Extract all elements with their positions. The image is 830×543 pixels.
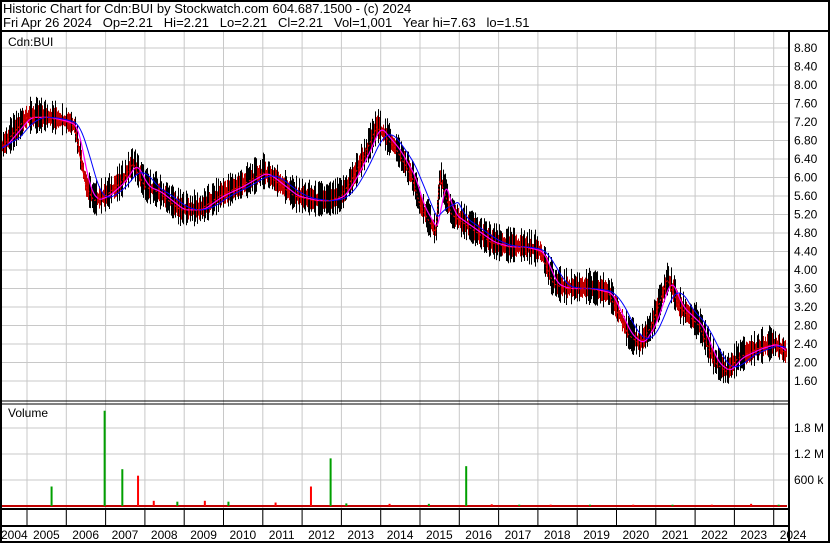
price-tick-label: 8.40 bbox=[794, 60, 818, 74]
price-tick-label: 6.00 bbox=[794, 171, 818, 185]
year-label: 2011 bbox=[269, 528, 295, 542]
year-label: 2024 bbox=[780, 528, 807, 542]
price-tick-label: 6.40 bbox=[794, 152, 818, 166]
year-label: 2019 bbox=[583, 528, 610, 542]
volume-baseline bbox=[0, 505, 787, 507]
year-label: 2023 bbox=[740, 528, 767, 542]
year-label: 2006 bbox=[72, 528, 99, 542]
volume-bar bbox=[588, 504, 591, 506]
year-label: 2009 bbox=[190, 528, 217, 542]
year-label: 2012 bbox=[308, 528, 335, 542]
volume-bar bbox=[388, 503, 391, 506]
price-tick-label: 8.80 bbox=[794, 41, 818, 55]
price-tick-label: 1.60 bbox=[794, 374, 818, 388]
volume-label: Volume bbox=[8, 406, 48, 420]
price-tick-label: 4.40 bbox=[794, 245, 818, 259]
volume-bar bbox=[176, 501, 179, 506]
volume-bar bbox=[345, 503, 348, 506]
short-moving-average-line bbox=[0, 116, 787, 371]
volume-bar bbox=[329, 458, 332, 506]
volume-tick-label: 600 k bbox=[794, 473, 824, 487]
year-label: 2018 bbox=[544, 528, 571, 542]
price-tick-label: 5.60 bbox=[794, 189, 818, 203]
volume-bar bbox=[750, 503, 753, 506]
volume-bar bbox=[227, 501, 230, 506]
year-label: 2022 bbox=[701, 528, 728, 542]
volume-bar bbox=[632, 504, 635, 506]
year-label: 2020 bbox=[623, 528, 650, 542]
volume-bar bbox=[710, 504, 713, 506]
year-label: 2014 bbox=[387, 528, 414, 542]
volume-bar bbox=[427, 503, 430, 506]
price-tick-label: 4.00 bbox=[794, 263, 818, 277]
chart-title: Historic Chart for Cdn:BUI by Stockwatch… bbox=[3, 1, 412, 16]
quote-line: Fri Apr 26 2024 Op=2.21 Hi=2.21 Lo=2.21 … bbox=[3, 15, 530, 30]
volume-bar bbox=[490, 504, 493, 506]
year-label: 2013 bbox=[347, 528, 374, 542]
symbol-label: Cdn:BUI bbox=[8, 35, 53, 49]
volume-bar bbox=[103, 410, 106, 506]
long-moving-average-line bbox=[0, 116, 787, 368]
year-label: 2017 bbox=[505, 528, 532, 542]
volume-bar bbox=[121, 469, 124, 506]
year-label: 2021 bbox=[662, 528, 689, 542]
volume-tick-label: 1.2 M bbox=[794, 447, 824, 461]
price-tick-label: 4.80 bbox=[794, 226, 818, 240]
volume-bar bbox=[549, 504, 552, 506]
price-close-line bbox=[0, 116, 787, 372]
price-tick-label: 3.60 bbox=[794, 282, 818, 296]
price-tick-label: 8.00 bbox=[794, 78, 818, 92]
year-label: 2005 bbox=[33, 528, 60, 542]
volume-bar bbox=[465, 466, 468, 506]
price-tick-label: 2.80 bbox=[794, 319, 818, 333]
volume-bar bbox=[274, 502, 277, 506]
price-tick-label: 7.60 bbox=[794, 97, 818, 111]
volume-tick-label: 1.8 M bbox=[794, 421, 824, 435]
volume-bar bbox=[777, 504, 780, 506]
year-label: 2007 bbox=[112, 528, 139, 542]
year-label: 2004 bbox=[1, 528, 28, 542]
volume-bar bbox=[671, 504, 674, 506]
volume-bar bbox=[203, 500, 206, 506]
price-tick-label: 6.80 bbox=[794, 134, 818, 148]
price-tick-label: 3.20 bbox=[794, 300, 818, 314]
price-tick-label: 5.20 bbox=[794, 208, 818, 222]
year-label: 2015 bbox=[426, 528, 453, 542]
volume-bar bbox=[50, 486, 53, 506]
volume-bar bbox=[518, 504, 521, 506]
year-label: 2016 bbox=[465, 528, 492, 542]
volume-bar bbox=[152, 500, 155, 506]
year-label: 2008 bbox=[151, 528, 178, 542]
year-label: 2010 bbox=[230, 528, 257, 542]
price-tick-label: 2.40 bbox=[794, 337, 818, 351]
volume-bar bbox=[309, 486, 312, 506]
price-tick-label: 7.20 bbox=[794, 115, 818, 129]
volume-bar bbox=[137, 475, 140, 506]
price-tick-label: 2.00 bbox=[794, 356, 818, 370]
